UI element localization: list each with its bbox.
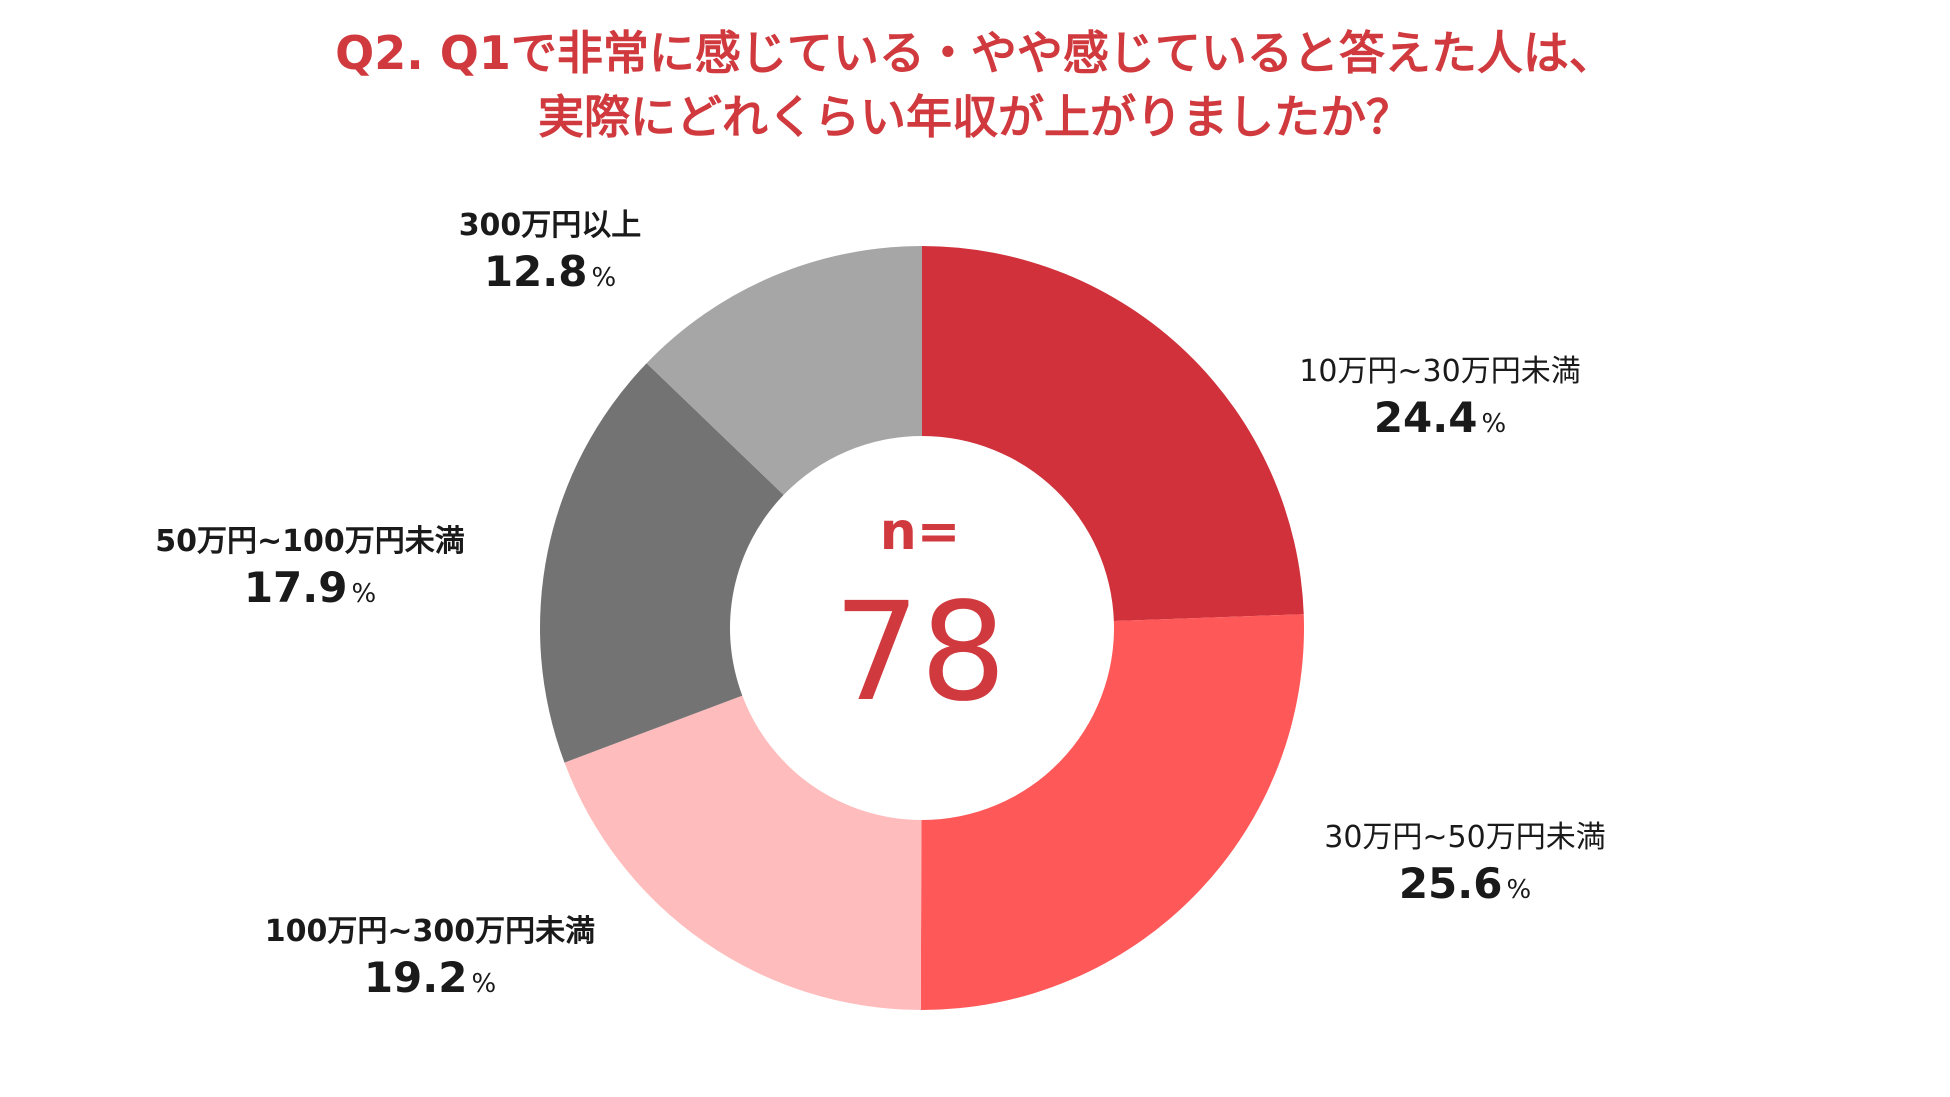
- sample-size-label: n=: [879, 502, 961, 562]
- percent-unit: %: [591, 263, 617, 293]
- slice-10-30: [922, 246, 1304, 622]
- value-label: 19.2: [363, 953, 468, 1002]
- percent-unit: %: [471, 969, 497, 999]
- slice-100-300: [564, 695, 922, 1010]
- slice-label-50-100: 50万円~100万円未満 17.9%: [120, 522, 500, 620]
- slice-label-300-plus: 300万円以上 12.8%: [400, 206, 700, 304]
- chart-title-line-2: 実際にどれくらい年収が上がりましたか？: [538, 90, 1412, 144]
- value-label: 24.4: [1373, 393, 1478, 442]
- slice-50-100: [539, 363, 784, 763]
- category-label: 100万円~300万円未満: [264, 914, 596, 949]
- percent-unit: %: [351, 579, 377, 609]
- chart-title-line-1: Q2. Q1で非常に感じている・やや感じていると答えた人は、: [335, 26, 1615, 80]
- value-label: 17.9: [243, 563, 348, 612]
- value-label: 25.6: [1398, 859, 1503, 908]
- percent-unit: %: [1506, 875, 1532, 905]
- category-label: 50万円~100万円未満: [155, 524, 465, 559]
- slice-300-plus: [646, 246, 922, 495]
- value-label: 12.8: [483, 247, 588, 296]
- category-label: 300万円以上: [458, 208, 642, 243]
- slice-label-10-30: 10万円~30万円未満 24.4%: [1270, 352, 1610, 450]
- slice-30-50: [920, 614, 1305, 1010]
- slice-label-100-300: 100万円~300万円未満 19.2%: [220, 912, 640, 1010]
- sample-size-value: 78: [833, 574, 1007, 732]
- slice-label-30-50: 30万円~50万円未満 25.6%: [1295, 818, 1635, 916]
- percent-unit: %: [1481, 409, 1507, 439]
- category-label: 30万円~50万円未満: [1324, 820, 1606, 855]
- category-label: 10万円~30万円未満: [1299, 354, 1581, 389]
